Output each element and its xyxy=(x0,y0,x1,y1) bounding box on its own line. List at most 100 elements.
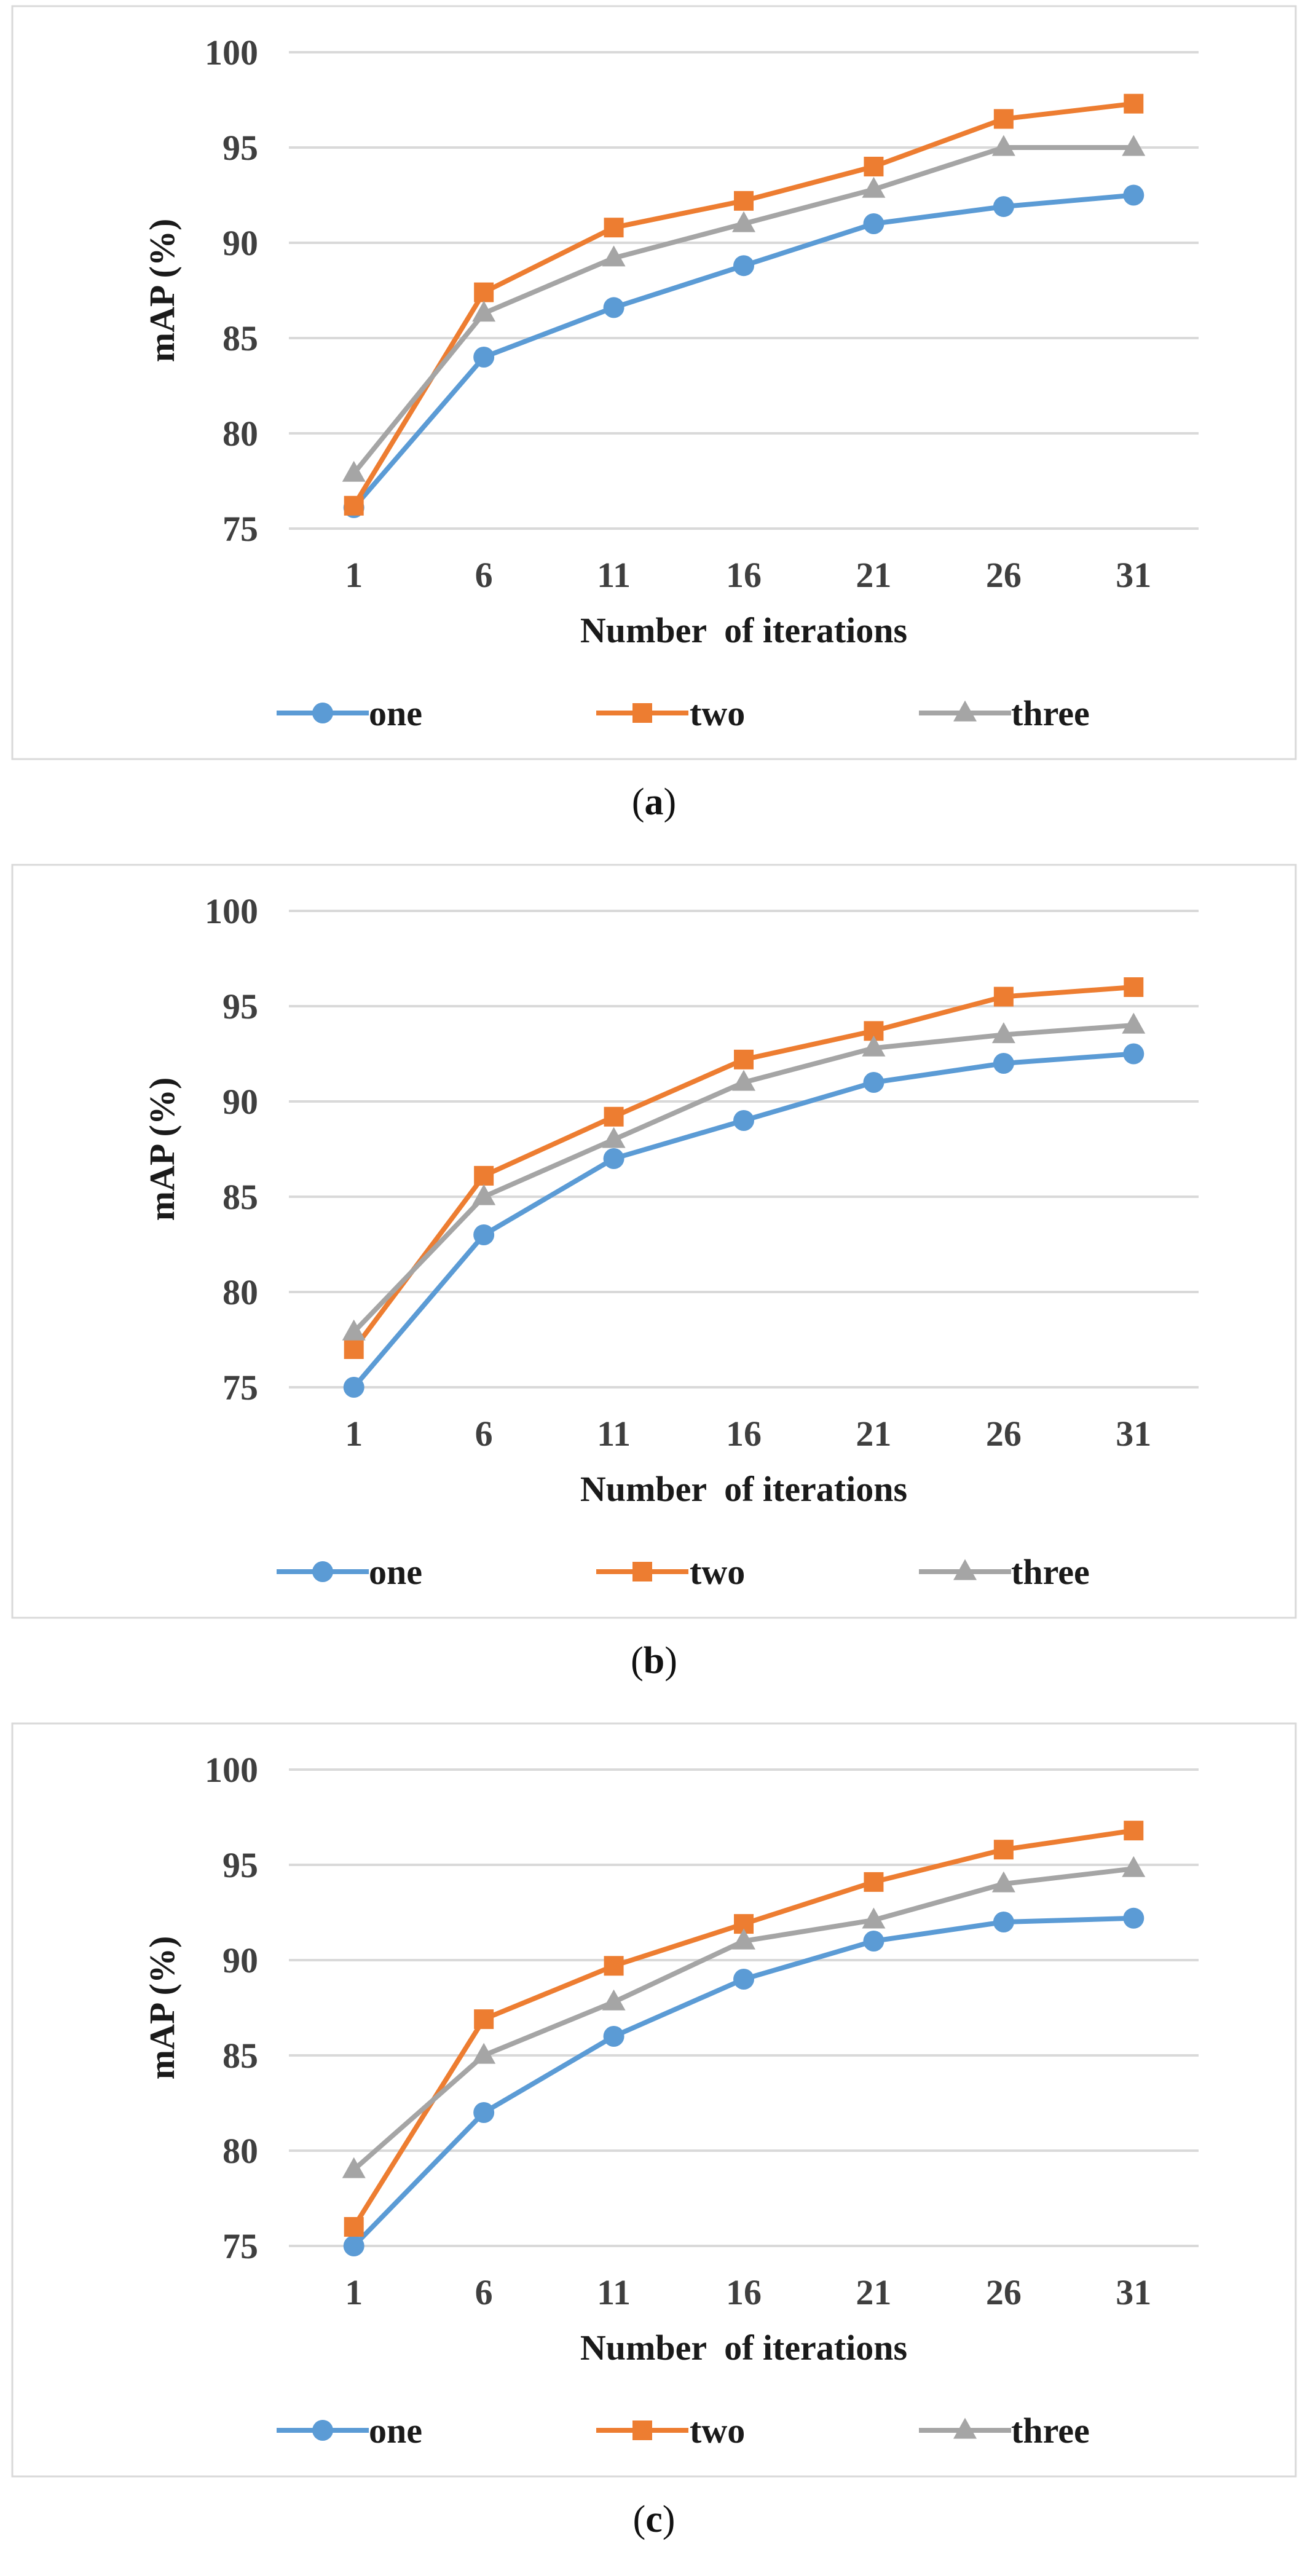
figure-caption: (b) xyxy=(631,1640,677,1682)
data-point xyxy=(732,1069,755,1091)
x-tick-label: 21 xyxy=(856,2272,891,2312)
y-tick-label: 95 xyxy=(223,987,258,1026)
legend-item-one: one xyxy=(277,693,422,733)
legend-marker xyxy=(312,703,333,723)
x-tick-label: 11 xyxy=(597,1414,631,1454)
data-point xyxy=(863,1072,884,1093)
data-point xyxy=(1123,1907,1144,1929)
data-point xyxy=(993,1840,1014,1860)
data-point xyxy=(603,2026,624,2047)
data-point xyxy=(474,282,494,302)
x-tick-label: 16 xyxy=(726,1414,762,1454)
data-point xyxy=(864,157,884,176)
data-point xyxy=(473,1224,495,1245)
x-tick-label: 21 xyxy=(856,1414,891,1454)
y-tick-label: 95 xyxy=(223,1845,258,1885)
caption-letter: b xyxy=(644,1640,664,1682)
y-tick-label: 85 xyxy=(223,2036,258,2076)
data-point xyxy=(991,1871,1015,1893)
data-point xyxy=(733,255,754,277)
legend-marker xyxy=(312,1561,333,1582)
series-two xyxy=(344,977,1144,1359)
series-two xyxy=(344,93,1144,516)
data-point xyxy=(863,1931,884,1952)
x-tick-label: 26 xyxy=(986,555,1022,595)
data-point xyxy=(1123,184,1144,206)
data-point xyxy=(342,2157,366,2178)
caption-paren: ( xyxy=(632,781,645,823)
data-point xyxy=(603,297,624,318)
data-point xyxy=(993,1912,1014,1932)
data-point xyxy=(472,2042,496,2064)
y-tick-label: 75 xyxy=(223,509,258,549)
x-tick-label: 26 xyxy=(986,2272,1022,2312)
y-axis-title: mAP (%) xyxy=(142,1936,182,2080)
legend-label: three xyxy=(1011,1552,1090,1592)
data-point xyxy=(733,1969,754,1990)
data-point xyxy=(732,211,755,232)
chart-panel-c: 75 80 85 90 95 100 1 6 11 16 21 26 31 Number of itera… xyxy=(0,1717,1308,2576)
data-point xyxy=(993,109,1014,129)
series-three xyxy=(342,1856,1146,2178)
x-tick-label: 16 xyxy=(726,2272,762,2312)
data-point xyxy=(472,301,496,322)
data-point xyxy=(993,196,1014,218)
legend-marker xyxy=(953,1559,977,1580)
data-point xyxy=(604,218,624,238)
y-tick-label: 75 xyxy=(223,1368,258,1408)
y-tick-label: 75 xyxy=(223,2226,258,2266)
x-tick-label: 11 xyxy=(597,2272,631,2312)
data-point xyxy=(602,245,626,267)
data-point xyxy=(343,2235,364,2256)
caption-paren: ( xyxy=(631,1640,644,1682)
data-point xyxy=(1124,1821,1144,1841)
data-point xyxy=(732,1928,755,1950)
x-tick-label: 26 xyxy=(986,1414,1022,1454)
data-point xyxy=(1124,977,1144,997)
x-axis-title: Number of iterations xyxy=(580,610,907,650)
data-point xyxy=(862,176,886,198)
data-point xyxy=(474,2009,494,2030)
data-point xyxy=(472,1184,496,1205)
legend-item-two: two xyxy=(596,1552,745,1592)
data-point xyxy=(344,1339,364,1359)
data-point xyxy=(343,1377,364,1398)
data-point xyxy=(1122,135,1146,156)
caption-paren: ) xyxy=(663,2499,676,2540)
data-point xyxy=(1122,1856,1146,1877)
data-point xyxy=(991,1022,1015,1044)
x-axis-title: Number of iterations xyxy=(580,2328,907,2368)
caption-letter: a xyxy=(645,781,664,823)
data-point xyxy=(602,1127,626,1148)
y-tick-label: 80 xyxy=(223,2131,258,2171)
legend-item-one: one xyxy=(277,1552,422,1592)
data-point xyxy=(474,1165,494,1186)
x-tick-label: 1 xyxy=(345,2272,363,2312)
legend-label: two xyxy=(690,1552,745,1592)
y-tick-label: 100 xyxy=(205,33,258,73)
y-tick-label: 85 xyxy=(223,1177,258,1217)
data-point xyxy=(862,1035,886,1057)
x-tick-label: 1 xyxy=(345,1414,363,1454)
data-point xyxy=(993,987,1014,1007)
data-point xyxy=(602,1989,626,2011)
data-point xyxy=(342,460,366,482)
caption-paren: ( xyxy=(633,2499,646,2540)
x-tick-label: 6 xyxy=(475,1414,493,1454)
legend-marker xyxy=(312,2420,333,2441)
caption-paren: ) xyxy=(664,781,677,823)
data-point xyxy=(344,495,364,516)
caption-letter: c xyxy=(645,2499,663,2540)
legend-label: one xyxy=(369,693,422,733)
x-tick-label: 21 xyxy=(856,555,891,595)
x-tick-label: 11 xyxy=(597,555,631,595)
y-tick-label: 95 xyxy=(223,128,258,168)
y-tick-label: 80 xyxy=(223,414,258,454)
figure-caption: (c) xyxy=(633,2499,676,2540)
data-point xyxy=(993,1053,1014,1074)
data-point xyxy=(604,1106,624,1127)
series-two xyxy=(344,1821,1144,2237)
legend-marker xyxy=(632,2420,652,2440)
legend-item-two: two xyxy=(596,2411,745,2451)
